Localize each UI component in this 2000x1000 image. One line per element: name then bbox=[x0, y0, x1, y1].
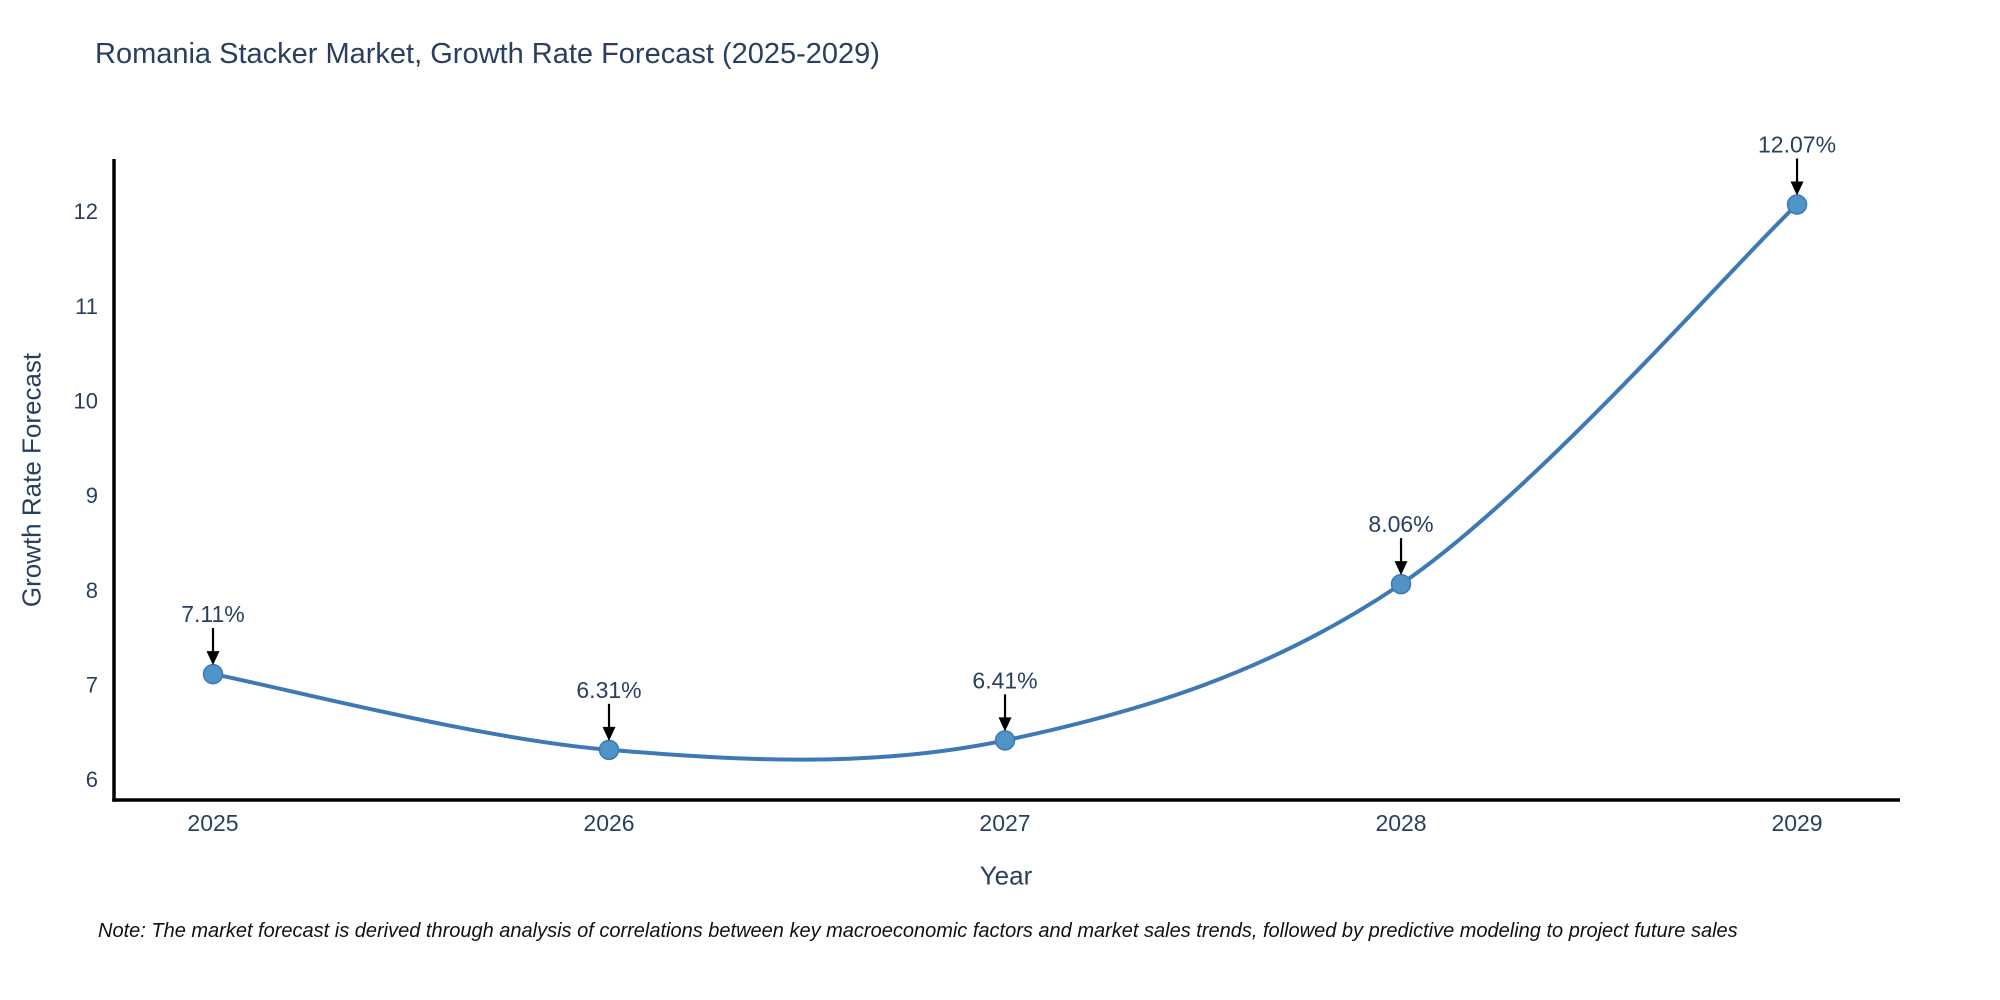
series-line bbox=[211, 202, 1799, 762]
annotation-label: 7.11% bbox=[181, 601, 245, 627]
annotation-arrowhead bbox=[602, 726, 616, 741]
footnote: Note: The market forecast is derived thr… bbox=[98, 920, 1738, 942]
x-axis-label: Year bbox=[979, 860, 1033, 891]
data-point-marker bbox=[598, 739, 620, 761]
data-point-marker bbox=[1786, 194, 1808, 215]
annotation-arrowhead bbox=[998, 717, 1012, 732]
y-tick-label: 9 bbox=[86, 483, 98, 508]
annotation-label: 12.07% bbox=[1758, 131, 1836, 157]
x-tick-label: 2028 bbox=[1375, 810, 1426, 836]
annotation-label: 6.41% bbox=[972, 667, 1037, 693]
y-tick-label: 7 bbox=[86, 672, 98, 697]
data-point-marker bbox=[202, 663, 224, 685]
y-tick-label: 12 bbox=[74, 199, 98, 224]
y-tick-label: 10 bbox=[74, 388, 98, 413]
y-tick-label: 11 bbox=[75, 294, 98, 319]
y-tick-label: 6 bbox=[86, 767, 98, 792]
data-point-marker bbox=[994, 730, 1016, 751]
annotation-label: 6.31% bbox=[576, 677, 641, 703]
x-tick-label: 2029 bbox=[1771, 810, 1822, 836]
x-tick-label: 2025 bbox=[187, 810, 238, 836]
y-tick-label: 8 bbox=[86, 578, 98, 603]
annotation-arrowhead bbox=[1394, 561, 1408, 576]
data-point-marker bbox=[1390, 573, 1412, 595]
x-tick-label: 2027 bbox=[979, 810, 1030, 836]
annotation-arrowhead bbox=[1790, 181, 1804, 196]
chart-title: Romania Stacker Market, Growth Rate Fore… bbox=[95, 38, 880, 70]
annotation-arrowhead bbox=[206, 651, 220, 666]
x-tick-label: 2026 bbox=[583, 810, 634, 836]
annotation-label: 8.06% bbox=[1368, 511, 1433, 537]
